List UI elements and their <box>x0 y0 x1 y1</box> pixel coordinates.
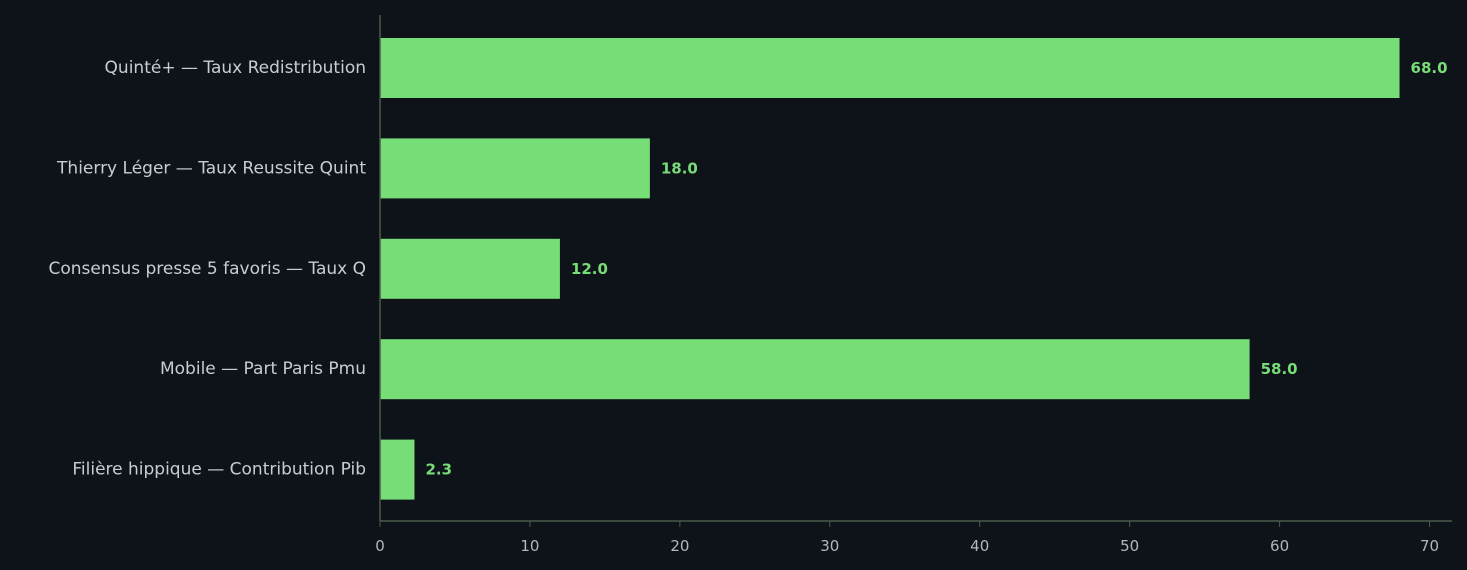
category-label-4: Mobile — Part Paris Pmu <box>160 359 366 379</box>
x-ticks-group: 0 10 20 30 40 50 60 70 <box>375 521 1439 555</box>
x-tick-label-0: 0 <box>375 537 385 555</box>
value-label-1: 68.0 <box>1411 59 1448 77</box>
bar-5 <box>380 439 415 500</box>
x-tick-label-20: 20 <box>670 537 689 555</box>
category-labels-group: Quinté+ — Taux Redistribution Thierry Lég… <box>48 58 366 480</box>
x-tick-label-60: 60 <box>1270 537 1289 555</box>
bar-1 <box>380 38 1400 98</box>
bar-3 <box>380 238 560 299</box>
value-label-5: 2.3 <box>425 461 452 479</box>
value-labels-group: 68.0 18.0 12.0 58.0 2.3 <box>425 59 1447 479</box>
value-label-4: 58.0 <box>1261 360 1298 378</box>
x-tick-label-70: 70 <box>1420 537 1439 555</box>
x-tick-label-10: 10 <box>520 537 539 555</box>
category-label-3: Consensus presse 5 favoris — Taux Q <box>48 259 366 279</box>
category-label-5: Filière hippique — Contribution Pib <box>72 460 366 480</box>
bar-4 <box>380 339 1250 400</box>
bar-2 <box>380 138 650 199</box>
category-label-1: Quinté+ — Taux Redistribution <box>105 58 366 78</box>
x-tick-label-40: 40 <box>970 537 989 555</box>
value-label-3: 12.0 <box>571 260 608 278</box>
category-label-2: Thierry Léger — Taux Reussite Quint <box>56 158 366 178</box>
bars-group <box>380 38 1400 500</box>
x-tick-label-30: 30 <box>820 537 839 555</box>
x-tick-label-50: 50 <box>1120 537 1139 555</box>
value-label-2: 18.0 <box>661 159 698 177</box>
